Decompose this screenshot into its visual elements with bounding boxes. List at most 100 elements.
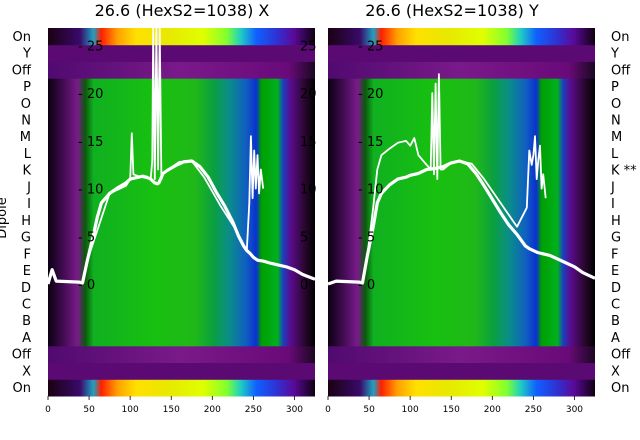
row-label: C bbox=[611, 298, 620, 313]
x-tick-label: 300 bbox=[566, 405, 583, 415]
heatmap-row-5 bbox=[328, 295, 595, 313]
x-tick-label: 150 bbox=[163, 405, 180, 415]
overlay-tick-label-right: 15 bbox=[300, 135, 317, 150]
overlay-tick-label: - 5 bbox=[358, 230, 375, 245]
heatmap-row-18 bbox=[328, 78, 595, 96]
x-tick-label: 50 bbox=[83, 405, 95, 415]
row-label: H bbox=[21, 214, 31, 229]
heatmap bbox=[328, 28, 595, 397]
row-label: N bbox=[21, 114, 31, 129]
row-label: F bbox=[24, 247, 31, 262]
panel-x: 26.6 (HexS2=1038) X Dipole OnXOffABCDEFG… bbox=[0, 1, 317, 415]
heatmap-row-2 bbox=[328, 345, 595, 364]
overlay-ticks: - 25 25 - 20 20 - 15 15 - 10 10 - 5 5 - 0 0 bbox=[78, 40, 317, 293]
heatmap-row-1 bbox=[48, 362, 315, 380]
row-label: N bbox=[611, 114, 621, 129]
row-label: B bbox=[22, 314, 31, 329]
overlay-line-1 bbox=[366, 73, 547, 256]
row-label: On bbox=[611, 381, 629, 396]
x-ticks: 0 50 100 150 200 250 300 bbox=[45, 396, 303, 415]
overlay-tick-label-right: 10 bbox=[300, 183, 317, 198]
row-label: E bbox=[23, 264, 31, 279]
overlay-tick-label: - 15 bbox=[78, 135, 103, 150]
heatmap-row-4 bbox=[328, 312, 595, 330]
overlay-line-0 bbox=[327, 159, 596, 286]
heatmap-row-16 bbox=[48, 111, 315, 129]
overlay-tick-label-right: 25 bbox=[300, 40, 317, 55]
heatmap-row-0 bbox=[48, 379, 315, 397]
row-label: On bbox=[13, 381, 31, 396]
x-tick-label: 250 bbox=[525, 405, 542, 415]
overlay-tick-label: - 5 bbox=[78, 230, 95, 245]
row-label: G bbox=[611, 231, 621, 246]
row-label: Off bbox=[12, 348, 32, 363]
heatmap-row-7 bbox=[328, 262, 595, 280]
heatmap-row-3 bbox=[328, 329, 595, 347]
x-tick-label: 200 bbox=[204, 405, 221, 415]
heatmap-row-18 bbox=[48, 78, 315, 96]
x-tick-label: 50 bbox=[363, 405, 375, 415]
x-ticks: 0 50 100 150 200 250 300 bbox=[325, 396, 583, 415]
heatmap-row-6 bbox=[328, 278, 595, 297]
row-label: G bbox=[21, 231, 31, 246]
heatmap-row-16 bbox=[328, 111, 595, 129]
row-label: I bbox=[611, 197, 615, 212]
row-label: I bbox=[27, 197, 31, 212]
row-label: P bbox=[23, 80, 31, 95]
overlay-tick-label: - 20 bbox=[78, 87, 103, 102]
overlay-tick-label: - 20 bbox=[358, 87, 383, 102]
row-label: D bbox=[611, 281, 621, 296]
row-label: E bbox=[611, 264, 619, 279]
heatmap-row-15 bbox=[48, 128, 315, 146]
heatmap-row-19 bbox=[48, 61, 315, 79]
heatmap-row-6 bbox=[48, 278, 315, 297]
row-label: M bbox=[20, 130, 31, 145]
x-tick-label: 200 bbox=[484, 405, 501, 415]
heatmap-row-14 bbox=[48, 145, 315, 163]
heatmap-row-21 bbox=[328, 28, 595, 46]
heatmap-row-17 bbox=[328, 94, 595, 113]
row-label: J bbox=[26, 180, 31, 195]
heatmap-row-10 bbox=[48, 212, 315, 230]
x-tick-label: 0 bbox=[45, 405, 51, 415]
row-label: A bbox=[611, 331, 620, 346]
overlay-tick-label: - 25 bbox=[358, 40, 383, 55]
overlay-lines bbox=[46, 27, 316, 285]
chart-title: 26.6 (HexS2=1038) X bbox=[95, 1, 270, 20]
heatmap-row-13 bbox=[48, 161, 315, 180]
row-label: L bbox=[611, 147, 619, 162]
x-tick-label: 100 bbox=[402, 405, 419, 415]
heatmap-row-13 bbox=[328, 161, 595, 180]
heatmap-row-5 bbox=[48, 295, 315, 313]
row-label: J bbox=[610, 180, 615, 195]
heatmap-row-20 bbox=[48, 44, 315, 62]
row-label: Y bbox=[22, 47, 31, 62]
overlay-lines bbox=[327, 73, 596, 286]
overlay-tick-label: - 10 bbox=[358, 183, 383, 198]
heatmap bbox=[48, 28, 315, 397]
x-tick-label: 250 bbox=[245, 405, 262, 415]
row-label: C bbox=[22, 298, 31, 313]
overlay-tick-label-right: 0 bbox=[300, 278, 308, 293]
heatmap-row-15 bbox=[328, 128, 595, 146]
x-tick-label: 0 bbox=[325, 405, 331, 415]
row-label: Y bbox=[610, 47, 619, 62]
row-label: P bbox=[611, 80, 619, 95]
heatmap-row-9 bbox=[328, 228, 595, 246]
heatmap-row-4 bbox=[48, 312, 315, 330]
x-tick-label: 300 bbox=[286, 405, 303, 415]
heatmap-row-3 bbox=[48, 329, 315, 347]
row-label: B bbox=[611, 314, 620, 329]
overlay-tick-label-right: 20 bbox=[300, 87, 317, 102]
row-label: M bbox=[611, 130, 622, 145]
row-label: A bbox=[22, 331, 31, 346]
overlay-ticks: - 25 - 20 - 15 - 10 - 5 - 0 bbox=[358, 40, 383, 293]
heatmap-row-11 bbox=[328, 195, 595, 213]
overlay-tick-label: - 0 bbox=[78, 278, 95, 293]
heatmap-row-10 bbox=[328, 212, 595, 230]
y-axis-label: Dipole bbox=[0, 197, 10, 238]
chart-title: 26.6 (HexS2=1038) Y bbox=[365, 1, 539, 20]
row-label: Off bbox=[12, 63, 32, 78]
